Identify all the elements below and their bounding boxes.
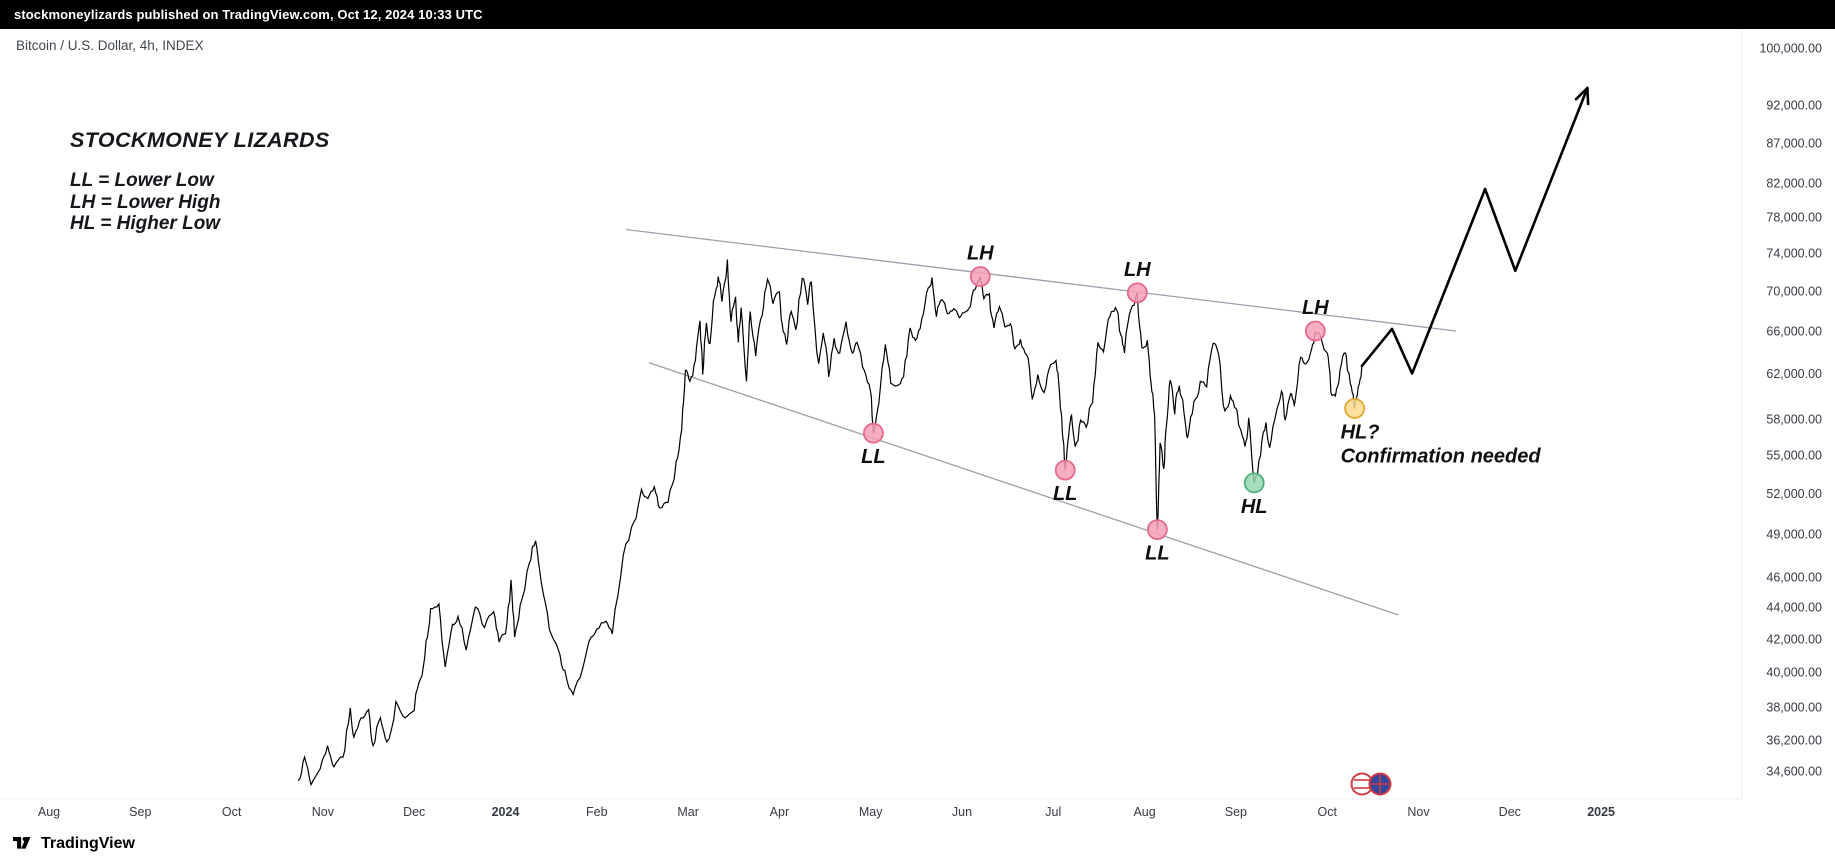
- time-axis-label: Oct: [222, 805, 242, 819]
- price-axis-label: 42,000.00: [1766, 632, 1822, 646]
- price-axis-label: 52,000.00: [1766, 487, 1822, 501]
- time-axis-label: Dec: [403, 805, 425, 819]
- price-axis-label: 70,000.00: [1766, 284, 1822, 298]
- annotation-text: HL?: [1341, 422, 1380, 444]
- tradingview-wordmark: TradingView: [41, 835, 135, 852]
- price-axis-label: 34,600.00: [1766, 764, 1822, 778]
- time-axis-label: Oct: [1317, 805, 1337, 819]
- price-axis-label: 82,000.00: [1766, 177, 1822, 191]
- swing-label-lower-low: LL: [861, 446, 885, 468]
- time-axis-label: Sep: [1225, 805, 1247, 819]
- price-axis-label: 49,000.00: [1766, 527, 1822, 541]
- legend-lower-low: LL = Lower Low: [70, 170, 214, 191]
- projection-arrowhead: [1574, 86, 1589, 101]
- time-axis-label: Nov: [1407, 805, 1430, 819]
- swing-label-lower-low: LL: [1053, 483, 1077, 505]
- time-axis-label: Aug: [38, 805, 60, 819]
- price-axis-label: 46,000.00: [1766, 570, 1822, 584]
- projection-line: [1360, 86, 1589, 375]
- projection-arrowhead: [1586, 86, 1590, 106]
- watermark-title: STOCKMONEY LIZARDS: [70, 128, 330, 152]
- marker-possible-higher-low: [1344, 398, 1365, 419]
- tradingview-logo-icon: [13, 835, 34, 853]
- price-axis-label: 87,000.00: [1766, 136, 1822, 150]
- swing-label-higher-low: HL: [1241, 496, 1268, 518]
- marker-lower-high: [1304, 320, 1326, 342]
- lower-support-trendline: [648, 361, 1399, 616]
- tradingview-footer[interactable]: TradingView: [13, 835, 135, 853]
- price-axis-label: 92,000.00: [1766, 98, 1822, 112]
- marker-lower-high: [969, 266, 991, 287]
- legend-higher-low: HL = Higher Low: [70, 213, 221, 234]
- price-axis-label: 74,000.00: [1766, 247, 1822, 261]
- marker-lower-low: [1054, 459, 1076, 481]
- publish-info: stockmoneylizards published on TradingVi…: [14, 7, 483, 22]
- swing-label-lower-high: LH: [1124, 259, 1151, 281]
- watermark: STOCKMONEY LIZARDS LL = Lower Low LH = L…: [70, 128, 330, 235]
- annotation-text: Confirmation needed: [1341, 446, 1542, 468]
- time-axis-label: 2024: [492, 805, 520, 819]
- price-axis-label: 55,000.00: [1766, 449, 1822, 463]
- time-axis-label: Sep: [129, 805, 151, 819]
- price-axis-label: 58,000.00: [1766, 413, 1822, 427]
- marker-lower-low: [1147, 519, 1168, 540]
- topbar: stockmoneylizards published on TradingVi…: [0, 0, 1835, 29]
- time-axis-label: Nov: [312, 805, 335, 819]
- swing-label-lower-high: LH: [1302, 297, 1329, 319]
- upper-resistance-trendline: [625, 228, 1456, 332]
- price-axis-label: 38,000.00: [1766, 700, 1822, 714]
- marker-lower-low: [863, 422, 884, 444]
- swing-label-lower-high: LH: [967, 243, 994, 265]
- price-axis-label: 66,000.00: [1766, 325, 1822, 339]
- time-axis-label: Feb: [586, 805, 608, 819]
- marker-higher-low: [1243, 472, 1265, 494]
- price-axis-label: 78,000.00: [1766, 211, 1822, 225]
- time-axis-label: Dec: [1499, 805, 1521, 819]
- price-axis-label: 44,000.00: [1766, 601, 1822, 615]
- time-axis-label: Jun: [952, 805, 972, 819]
- time-axis-label: Aug: [1133, 805, 1155, 819]
- time-axis-label: Jul: [1045, 805, 1061, 819]
- symbol-title: Bitcoin / U.S. Dollar, 4h, INDEX: [16, 38, 204, 53]
- time-axis-label: Mar: [677, 805, 699, 819]
- time-axis-label: May: [859, 805, 883, 819]
- time-axis-label: Apr: [770, 805, 789, 819]
- time-axis-label: 2025: [1587, 805, 1615, 819]
- price-axis-label: 100,000.00: [1759, 42, 1822, 56]
- legend-lower-high: LH = Lower High: [70, 191, 221, 213]
- price-axis-label: 62,000.00: [1766, 367, 1822, 381]
- price-axis-label: 40,000.00: [1766, 666, 1822, 680]
- price-line: [297, 259, 1363, 787]
- swing-label-lower-low: LL: [1145, 543, 1169, 565]
- price-axis-label: 36,200.00: [1766, 734, 1822, 748]
- marker-lower-high: [1126, 282, 1148, 304]
